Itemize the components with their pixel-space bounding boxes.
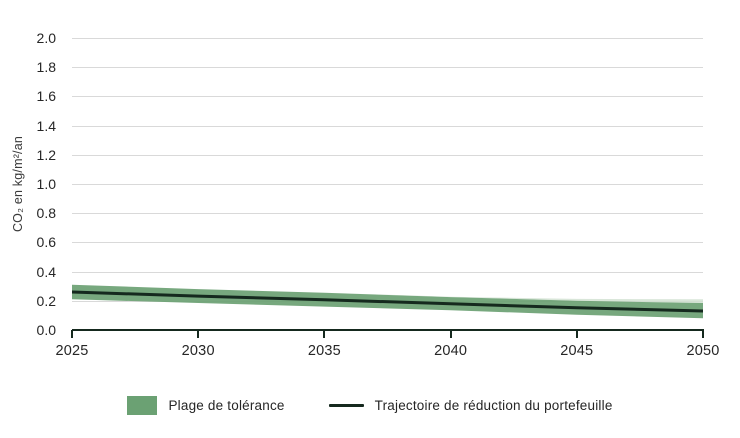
legend-label: Trajectoire de réduction du portefeuille xyxy=(374,397,613,413)
x-tick-label: 2040 xyxy=(434,343,468,359)
y-tick-label: 0.2 xyxy=(36,292,56,309)
x-tick-label: 2035 xyxy=(307,343,341,359)
trajectory-line xyxy=(72,290,703,313)
y-tick-label: 1.8 xyxy=(36,59,56,76)
trajectory-line-swatch xyxy=(328,403,364,407)
gridline xyxy=(72,38,703,39)
y-tick-label: 2.0 xyxy=(36,30,56,46)
gridline xyxy=(72,213,703,215)
legend: Plage de tolérance Trajectoire de réduct… xyxy=(0,390,740,420)
tolerance-band-swatch xyxy=(127,395,158,415)
gridline xyxy=(72,242,703,244)
chart-series-svg xyxy=(72,284,703,319)
y-tick-label: 1.2 xyxy=(36,146,56,163)
gridline xyxy=(72,271,703,273)
x-tick-label: 2030 xyxy=(181,343,215,359)
gridline xyxy=(72,184,703,185)
gridline xyxy=(72,67,703,69)
y-tick-label: 1.6 xyxy=(36,88,56,105)
gridline xyxy=(72,154,703,156)
legend-item-trajectory: Trajectoire de réduction du portefeuille xyxy=(328,397,613,413)
y-tick-label: 1.0 xyxy=(36,176,56,192)
plot-area xyxy=(72,38,703,330)
gridline xyxy=(72,125,703,127)
legend-label: Plage de tolérance xyxy=(168,397,285,413)
x-tick xyxy=(449,330,452,338)
y-tick-label: 0.0 xyxy=(36,322,56,338)
y-tick-label: 0.4 xyxy=(36,263,56,280)
x-tick-label: 2045 xyxy=(560,343,594,359)
x-tick xyxy=(575,330,578,338)
legend-item-tolerance: Plage de tolérance xyxy=(127,395,285,415)
y-tick-label: 1.4 xyxy=(36,117,56,134)
x-tick xyxy=(71,330,73,338)
x-axis-line xyxy=(72,329,704,331)
x-tick xyxy=(323,330,326,338)
x-tick xyxy=(702,330,704,338)
tolerance-band-outer xyxy=(72,284,703,303)
y-tick-label: 0.6 xyxy=(36,234,56,251)
x-tick-label: 2025 xyxy=(55,343,89,359)
x-tick xyxy=(197,330,200,338)
x-tick-label: 2050 xyxy=(686,343,720,359)
gridline xyxy=(72,96,703,98)
y-tick-label: 0.8 xyxy=(36,205,56,222)
